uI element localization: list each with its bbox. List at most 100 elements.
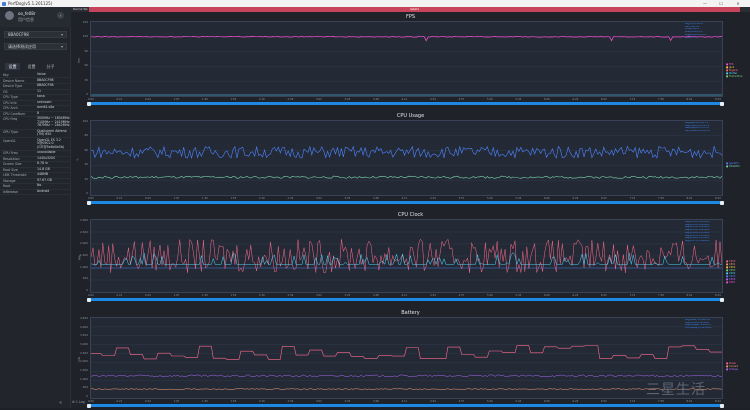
stat-item: Var(FPS)=0.2 bbox=[685, 25, 700, 28]
legend-swatch-icon: ■ bbox=[726, 71, 730, 75]
avatar[interactable] bbox=[5, 11, 14, 20]
minimize-button[interactable]: — bbox=[703, 1, 707, 6]
info-key: CPU Type bbox=[3, 95, 18, 99]
legend-label: CPU0 bbox=[729, 259, 736, 263]
x-tick-label: 7:38 bbox=[658, 98, 664, 101]
legend-item[interactable]: ■ CPU2 bbox=[726, 266, 750, 269]
legend-label: AppCPU bbox=[729, 161, 739, 165]
slider-right-handle[interactable] bbox=[720, 200, 724, 205]
x-tick-label: 6:52 bbox=[601, 197, 607, 200]
x-tick-label: 2:39 bbox=[287, 197, 294, 200]
slider-left-handle[interactable] bbox=[87, 200, 91, 205]
legend-item[interactable]: ■ CPU0 bbox=[726, 260, 750, 263]
slider-right-handle[interactable] bbox=[720, 297, 724, 302]
tab-1[interactable]: 设置 bbox=[27, 64, 36, 69]
close-button[interactable]: ✕ bbox=[736, 1, 740, 6]
legend-item[interactable]: ■ CPU3 bbox=[726, 269, 750, 272]
legend-label: TotalCPU bbox=[729, 164, 740, 168]
time-range-slider[interactable] bbox=[87, 200, 724, 205]
chart-title: FPS bbox=[405, 14, 416, 20]
x-tick-label: 1:53 bbox=[230, 197, 237, 200]
legend-label: BigJank bbox=[729, 68, 738, 72]
legend-item[interactable]: ■ AppCPU bbox=[726, 162, 750, 165]
record-label-bar[interactable]: label1 bbox=[89, 7, 740, 12]
plot-area[interactable] bbox=[90, 120, 723, 196]
time-range-slider[interactable] bbox=[87, 297, 724, 302]
info-value: unavailable bbox=[37, 150, 56, 155]
x-tick-label: 6:06 bbox=[544, 98, 550, 101]
legend-swatch-icon: ■ bbox=[726, 268, 730, 272]
user-name: oo_fe08r bbox=[18, 11, 36, 16]
collapse-sidebar-icon[interactable]: « bbox=[59, 400, 63, 406]
x-tick-label: 0:00 bbox=[88, 197, 94, 200]
slider-right-handle[interactable] bbox=[720, 101, 724, 106]
legend-item[interactable]: ■ FPS bbox=[726, 63, 750, 66]
x-tick-label: 1:30 bbox=[202, 197, 208, 200]
x-tick-label: 4:11 bbox=[401, 400, 408, 403]
app-select[interactable]: 请选择测试应用 ▾ bbox=[4, 43, 67, 50]
legend-item[interactable]: ■ BigJank bbox=[726, 69, 750, 72]
x-tick-label: 0:00 bbox=[88, 98, 94, 101]
x-tick-label: 6:06 bbox=[544, 197, 550, 200]
slider-right-handle[interactable] bbox=[720, 403, 724, 408]
x-tick-label: 2:39 bbox=[287, 294, 294, 297]
info-value: 8BA0CF98 bbox=[37, 77, 54, 82]
x-tick-label: 7:15 bbox=[629, 197, 636, 200]
table-row: Device Name 8BA0CF98 bbox=[0, 77, 71, 84]
info-key: CPU Info bbox=[3, 100, 17, 105]
window-title: PerfDog(v5.1.201125) bbox=[8, 1, 53, 6]
user-info-link[interactable]: 用户信息 bbox=[18, 17, 34, 22]
legend-item[interactable]: ■ CPU7 bbox=[726, 281, 750, 284]
legend-swatch-icon: ■ bbox=[726, 368, 730, 372]
legend-item[interactable]: ■ Voltage bbox=[726, 368, 750, 371]
plot-area[interactable] bbox=[90, 21, 723, 97]
tab-2[interactable]: 分子 bbox=[46, 64, 55, 69]
tab-0[interactable]: 设置 bbox=[5, 63, 20, 70]
legend-item[interactable]: ■ CPU6 bbox=[726, 278, 750, 281]
legend-item[interactable]: ■ CPU5 bbox=[726, 275, 750, 278]
x-tick-label: 7:38 bbox=[658, 400, 664, 403]
legend-item[interactable]: ■ Jank bbox=[726, 66, 750, 69]
info-value: 8 bbox=[37, 110, 40, 115]
legend-item[interactable]: ■ CPU4 bbox=[726, 272, 750, 275]
legend-swatch-icon: ■ bbox=[726, 161, 730, 165]
profile-menu-button[interactable]: ‹ bbox=[57, 12, 64, 19]
y-tick-label: 60 bbox=[84, 147, 88, 152]
legend-item[interactable]: ■ FrameTime bbox=[726, 75, 750, 78]
info-key: OpenGL bbox=[3, 138, 16, 143]
stat-item: Avg(Current)=622mA bbox=[685, 321, 709, 324]
maximize-button[interactable]: ☐ bbox=[719, 1, 723, 6]
legend-label: CPU2 bbox=[729, 265, 736, 269]
x-tick-label: 3:25 bbox=[344, 98, 351, 101]
chart-legend: ■ Power ■ Current ■ Voltage bbox=[726, 362, 750, 371]
table-row: CPU Type kona bbox=[0, 94, 71, 101]
slider-left-handle[interactable] bbox=[87, 297, 91, 302]
time-range-slider[interactable] bbox=[87, 403, 724, 408]
y-tick-label: 0 bbox=[86, 92, 88, 96]
x-tick-label: 3:48 bbox=[373, 294, 379, 297]
log-status[interactable]: ⚙ 1 Log bbox=[72, 400, 85, 404]
app-select-value: 请选择测试应用 bbox=[8, 44, 36, 49]
device-select-value: 8BA0CF98 bbox=[8, 32, 29, 37]
y-tick-label: 90 bbox=[84, 48, 88, 53]
plot-area[interactable] bbox=[90, 317, 723, 399]
device-select[interactable]: 8BA0CF98 ▾ bbox=[4, 31, 67, 38]
slider-left-handle[interactable] bbox=[87, 403, 91, 408]
x-tick-label: 8:01 bbox=[686, 294, 693, 297]
plot-area[interactable] bbox=[90, 219, 723, 293]
legend-item[interactable]: ■ CPU1 bbox=[726, 263, 750, 266]
legend-item[interactable]: ■ Power bbox=[726, 362, 750, 365]
info-key: Storage bbox=[3, 178, 16, 183]
slider-left-handle[interactable] bbox=[87, 101, 91, 106]
table-row: Resolution 1440x3200 bbox=[0, 156, 71, 163]
stat-item: Jank(/10min)=0 bbox=[685, 31, 703, 34]
stat-item: Avg(CPU2)=1,204MHz bbox=[685, 226, 710, 229]
legend-item[interactable]: ■ Stutter bbox=[726, 72, 750, 75]
x-tick-label: 6:06 bbox=[544, 400, 550, 403]
legend-item[interactable]: ■ TotalCPU bbox=[726, 165, 750, 168]
legend-item[interactable]: ■ Current bbox=[726, 365, 750, 368]
time-range-slider[interactable] bbox=[87, 101, 724, 106]
stats-list: Avg(AppCPU)=61.7% Avg(TotalCPU)=24.3% Max(… bbox=[685, 122, 723, 133]
normal-tab-label[interactable]: Normal Tab bbox=[73, 8, 88, 11]
table-row: Root No bbox=[0, 183, 71, 190]
